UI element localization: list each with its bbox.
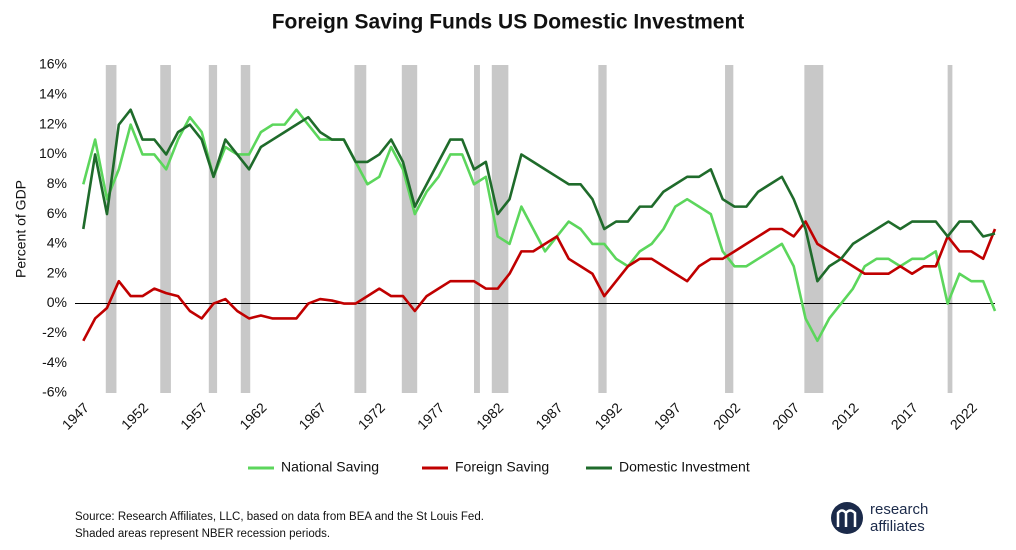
x-tick-label: 2022: [947, 399, 980, 432]
x-tick-label: 1987: [532, 399, 565, 432]
y-tick-label: 16%: [39, 56, 67, 72]
note: Shaded areas represent NBER recession pe…: [75, 528, 330, 540]
x-tick-label: 2002: [710, 399, 743, 432]
recession-band: [804, 65, 824, 393]
logo: research affiliates: [831, 501, 928, 535]
recession-band: [474, 65, 480, 393]
y-tick-label: -2%: [42, 324, 67, 340]
x-tick-label: 1947: [59, 399, 92, 432]
chart-title: Foreign Saving Funds US Domestic Investm…: [272, 11, 745, 34]
x-tick-label: 2007: [769, 399, 802, 432]
x-tick-label: 1982: [473, 399, 506, 432]
y-tick-label: 4%: [47, 235, 67, 251]
logo-text: affiliates: [870, 518, 925, 535]
logo-text: research: [870, 501, 928, 518]
legend-label: Domestic Investment: [619, 459, 750, 475]
y-tick-label: 0%: [47, 294, 67, 310]
x-tick-label: 2012: [828, 399, 861, 432]
y-tick-label: 14%: [39, 86, 67, 102]
x-tick-label: 1997: [651, 399, 684, 432]
y-tick-label: 12%: [39, 115, 67, 131]
legend-label: National Saving: [281, 459, 379, 475]
x-tick-label: 1957: [177, 399, 210, 432]
y-tick-label: 10%: [39, 145, 67, 161]
logo-glyph: [836, 509, 857, 527]
series-line: [82, 108, 996, 283]
recession-band: [401, 65, 418, 393]
recession-band: [208, 65, 218, 393]
x-tick-label: 1992: [592, 399, 625, 432]
y-tick-label: 2%: [47, 264, 67, 280]
y-tick-label: -6%: [42, 384, 67, 400]
recession-band: [598, 65, 607, 393]
source: Source: Research Affiliates, LLC, based …: [75, 511, 484, 523]
series-line: [82, 220, 997, 342]
recession-band: [105, 65, 117, 393]
recession-band: [725, 65, 734, 393]
x-tick-label: 1972: [355, 399, 388, 432]
recession-band: [947, 65, 953, 393]
legend-label: Foreign Saving: [455, 459, 549, 475]
recession-band: [240, 65, 251, 393]
recession-band: [354, 65, 367, 393]
y-tick-label: 8%: [47, 175, 67, 191]
recession-band: [160, 65, 171, 393]
x-tick-label: 1962: [236, 399, 269, 432]
y-axis-label: Percent of GDP: [13, 180, 29, 278]
series-line: [82, 108, 997, 343]
y-tick-label: 6%: [47, 205, 67, 221]
x-tick-label: 1952: [118, 399, 151, 432]
x-tick-label: 1977: [414, 399, 447, 432]
recession-band: [491, 65, 509, 393]
y-tick-label: -4%: [42, 354, 67, 370]
x-tick-label: 2017: [888, 399, 921, 432]
x-tick-label: 1967: [295, 399, 328, 432]
